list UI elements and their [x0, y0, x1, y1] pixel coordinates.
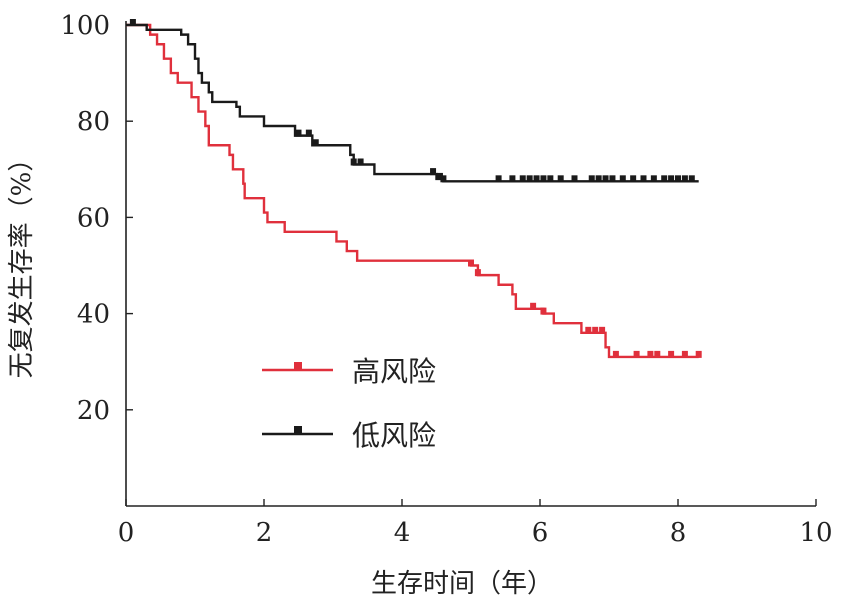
x-tick-label: 8: [670, 518, 687, 548]
censor-mark: [588, 175, 595, 183]
censor-mark: [592, 326, 599, 334]
censor-mark: [595, 175, 602, 183]
censor-mark: [675, 175, 681, 183]
censor-mark: [312, 139, 319, 147]
censor-mark: [509, 175, 516, 183]
x-tick-label: 0: [118, 518, 135, 548]
legend-label-low-risk: 低风险: [352, 419, 436, 452]
censor-mark: [647, 350, 654, 358]
censor-mark: [557, 175, 564, 183]
censor-mark: [585, 326, 592, 334]
censor-mark: [350, 158, 357, 166]
censor-mark: [661, 175, 668, 183]
censor-mark: [530, 302, 537, 310]
censor-mark: [609, 175, 616, 183]
censor-mark: [540, 175, 547, 183]
censor-mark: [430, 168, 437, 176]
x-tick-label: 10: [799, 518, 832, 548]
censor-mark: [612, 350, 619, 358]
censor-mark: [540, 307, 547, 315]
censor-mark: [619, 175, 626, 183]
censor-mark: [295, 129, 302, 137]
censor-mark: [630, 175, 637, 183]
axes: 0 2 4 6 8 10 20 40 60 80 100: [60, 11, 832, 548]
y-tick-label: 100: [60, 11, 110, 41]
legend-label-high-risk: 高风险: [352, 355, 436, 388]
censor-mark: [654, 350, 661, 358]
censor-mark: [519, 175, 526, 183]
censor-mark: [533, 175, 540, 183]
censor-mark: [305, 129, 312, 137]
x-tick-label: 2: [256, 518, 273, 548]
legend: 高风险 低风险: [262, 355, 436, 452]
y-tick-label: 80: [77, 107, 110, 137]
censor-mark: [129, 19, 136, 26]
censor-mark: [681, 350, 688, 358]
censor-mark: [668, 350, 675, 358]
censor-mark: [602, 175, 609, 183]
censor-mark: [599, 326, 606, 334]
censor-mark: [681, 175, 688, 183]
censor-mark: [474, 269, 481, 277]
censor-mark: [468, 259, 474, 267]
x-axis-title: 生存时间（年）: [371, 569, 553, 599]
censor-mark: [547, 175, 554, 183]
y-axis-title: 无复发生存率（%）: [7, 146, 37, 379]
y-tick-label: 20: [77, 396, 110, 426]
series-layer: [126, 19, 702, 359]
series-high-risk: [126, 23, 702, 359]
censor-mark: [440, 175, 447, 183]
censor-mark: [571, 175, 578, 183]
y-tick-label: 40: [77, 300, 110, 330]
censor-mark: [695, 350, 702, 358]
y-tick-label: 60: [77, 203, 110, 233]
series-low-risk: [126, 19, 699, 183]
x-tick-label: 4: [394, 518, 411, 548]
censor-mark: [668, 175, 675, 183]
x-tick-label: 6: [532, 518, 549, 548]
censor-mark: [495, 175, 502, 183]
censor-mark: [633, 350, 640, 358]
survival-curve-high-risk: [126, 23, 699, 359]
censor-mark: [688, 175, 695, 183]
legend-marker-high-risk: [294, 362, 302, 370]
censor-mark: [640, 175, 647, 183]
censor-mark: [436, 172, 443, 180]
survival-curve-low-risk: [126, 23, 699, 183]
censor-mark: [650, 175, 657, 183]
censor-mark: [526, 175, 533, 183]
censor-mark: [357, 158, 364, 166]
legend-marker-low-risk: [294, 426, 302, 434]
